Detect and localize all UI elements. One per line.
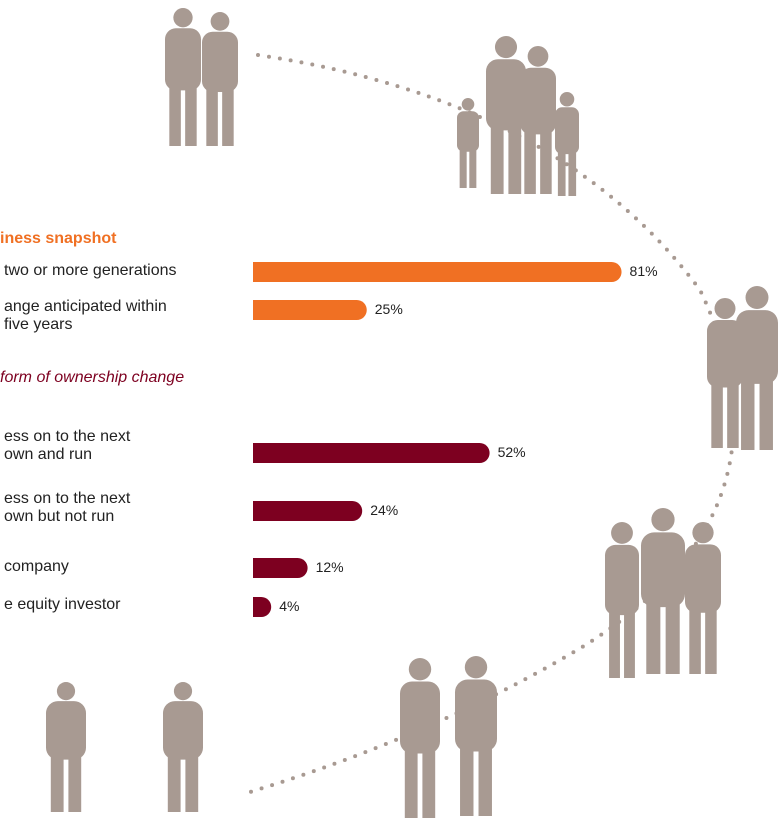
silhouette-body xyxy=(457,111,479,152)
silhouette-leg xyxy=(711,380,723,448)
silhouette-body xyxy=(455,679,497,752)
bar xyxy=(253,443,490,463)
value-label: 12% xyxy=(315,559,344,575)
silhouette-head xyxy=(494,36,518,59)
silhouette-leg xyxy=(665,599,680,674)
silhouette-body xyxy=(202,31,238,92)
value-label: 52% xyxy=(497,444,526,460)
category-label: two or more generations xyxy=(4,262,177,279)
silhouette-leg xyxy=(508,122,522,194)
silhouette-head xyxy=(692,522,714,544)
silhouette-leg xyxy=(540,127,552,194)
silhouette-leg xyxy=(469,147,477,188)
silhouette-body xyxy=(520,67,556,135)
silhouette-head xyxy=(173,8,193,28)
value-label: 81% xyxy=(629,263,658,279)
silhouette-leg xyxy=(404,746,418,818)
silhouette-leg xyxy=(759,376,773,450)
silhouette-head xyxy=(745,286,769,309)
silhouette-leg xyxy=(185,83,197,146)
silhouette-head xyxy=(651,508,675,532)
silhouette-body xyxy=(400,681,440,754)
silhouette-head xyxy=(464,656,488,679)
silhouette-leg xyxy=(478,744,492,816)
silhouette-head xyxy=(210,11,230,31)
value-label: 25% xyxy=(374,301,403,317)
silhouette-leg xyxy=(68,753,82,812)
silhouette-leg xyxy=(646,599,661,674)
silhouette-body xyxy=(641,532,685,608)
silhouette-leg xyxy=(460,744,474,816)
silhouette-body xyxy=(46,701,86,760)
dotted-path xyxy=(248,53,736,794)
silhouette-body xyxy=(707,320,743,388)
category-label: e equity investor xyxy=(4,596,121,613)
silhouette-leg xyxy=(557,149,566,196)
silhouette-body xyxy=(685,544,721,613)
section-title: iness snapshot xyxy=(0,230,117,247)
category-label: company xyxy=(4,558,69,575)
silhouette-head xyxy=(527,46,549,67)
bar xyxy=(253,300,367,320)
silhouette-leg xyxy=(624,607,635,678)
silhouette-head xyxy=(714,298,736,319)
silhouette-body xyxy=(605,544,639,616)
section-title: form of ownership change xyxy=(0,369,185,386)
bar xyxy=(253,558,308,578)
silhouette-body xyxy=(736,310,778,384)
silhouette-leg xyxy=(206,85,218,146)
silhouette-leg xyxy=(741,376,755,450)
silhouette-head xyxy=(408,658,432,681)
silhouette-leg xyxy=(524,127,536,194)
silhouette-head xyxy=(56,682,76,701)
category-label: ess on to the next own and run xyxy=(4,428,131,463)
silhouette-leg xyxy=(490,122,504,194)
silhouette-leg xyxy=(167,753,181,812)
silhouette-head xyxy=(559,92,575,107)
silhouette-leg xyxy=(185,753,199,812)
bar xyxy=(253,597,272,617)
value-label: 4% xyxy=(279,598,300,614)
silhouette-leg xyxy=(568,149,577,196)
silhouette-body xyxy=(486,59,526,131)
silhouette-leg xyxy=(459,147,467,188)
bar xyxy=(253,262,622,282)
silhouette-leg xyxy=(689,605,701,674)
silhouette-leg xyxy=(422,746,436,818)
category-label: ange anticipated within five years xyxy=(4,298,167,333)
silhouette-head xyxy=(461,98,475,111)
category-label: ess on to the next own but not run xyxy=(4,490,131,525)
silhouette-leg xyxy=(705,605,717,674)
silhouette-body xyxy=(555,107,579,155)
value-label: 24% xyxy=(370,502,399,518)
silhouette-head xyxy=(611,522,633,544)
silhouette-leg xyxy=(50,753,64,812)
silhouette-body xyxy=(163,701,203,760)
silhouette-leg xyxy=(169,83,181,146)
silhouette-leg xyxy=(609,607,620,678)
silhouette-body xyxy=(165,28,201,91)
bar xyxy=(253,501,363,521)
silhouette-head xyxy=(173,682,193,701)
silhouette-leg xyxy=(222,85,234,146)
silhouette-leg xyxy=(727,380,739,448)
